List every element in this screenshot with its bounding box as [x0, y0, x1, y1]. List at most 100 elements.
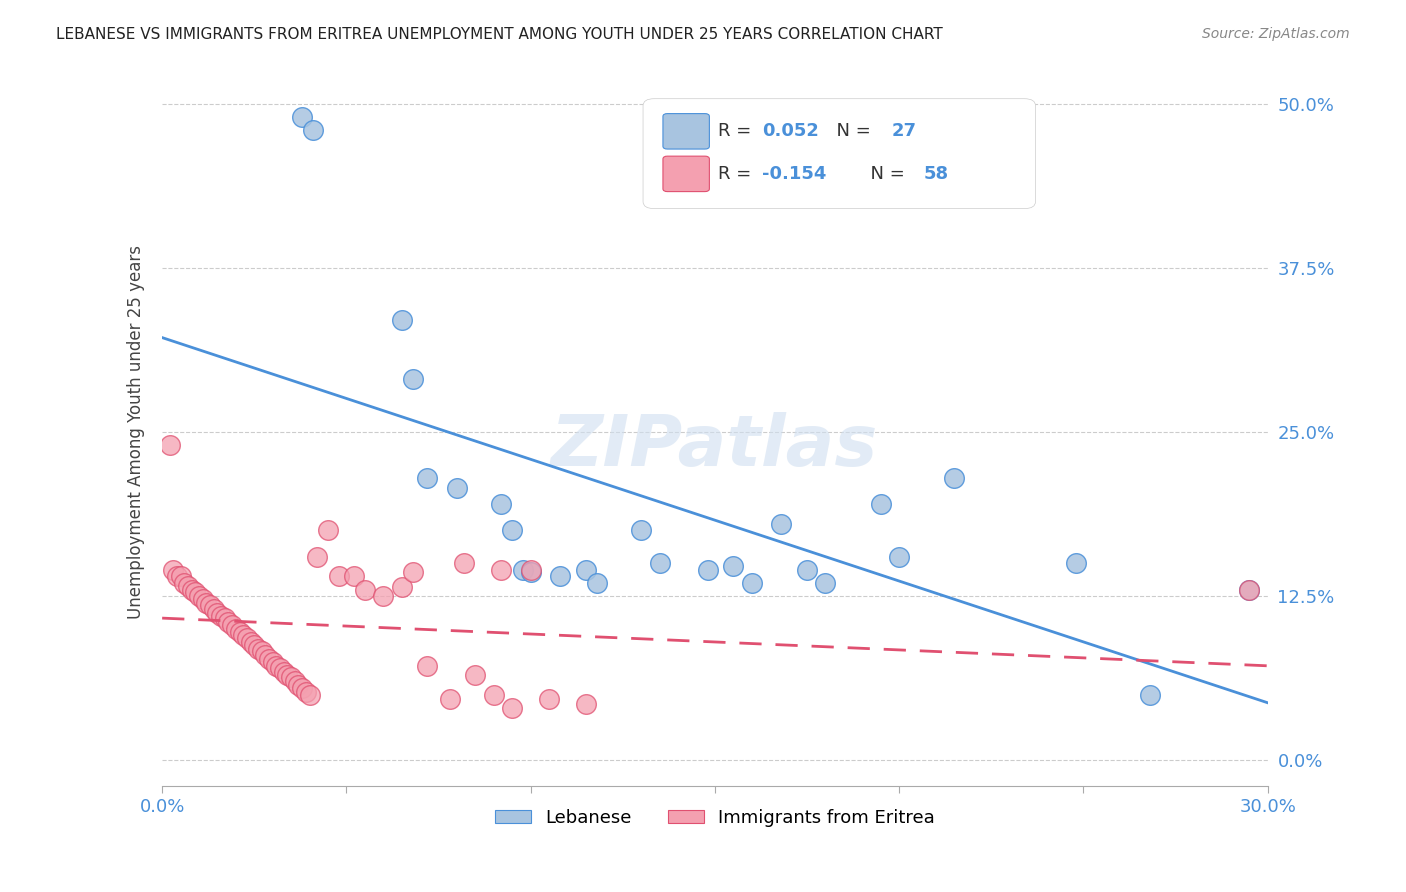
Point — [254, 648, 277, 663]
FancyBboxPatch shape — [664, 113, 710, 149]
Text: R =: R = — [718, 165, 758, 183]
Point — [648, 556, 671, 570]
Point — [236, 631, 259, 645]
Y-axis label: Unemployment Among Youth under 25 years: Unemployment Among Youth under 25 years — [128, 245, 145, 619]
Point — [162, 563, 184, 577]
Point — [416, 471, 439, 485]
Point — [177, 578, 200, 592]
Point — [489, 563, 512, 577]
Point — [889, 549, 911, 564]
Point — [402, 372, 425, 386]
Text: -0.154: -0.154 — [762, 165, 827, 183]
Point — [184, 585, 207, 599]
Point — [1239, 582, 1261, 597]
Point — [328, 569, 350, 583]
Text: R =: R = — [718, 122, 758, 140]
Point — [225, 622, 247, 636]
Point — [273, 665, 295, 680]
Point — [214, 611, 236, 625]
Point — [228, 624, 250, 639]
Point — [188, 589, 211, 603]
Point — [302, 123, 325, 137]
Point — [1139, 688, 1161, 702]
Point — [291, 110, 314, 124]
Point — [173, 576, 195, 591]
Point — [305, 549, 328, 564]
Point — [391, 580, 413, 594]
Point — [287, 678, 309, 692]
Point — [373, 589, 395, 603]
Point — [169, 569, 191, 583]
Point — [284, 674, 307, 689]
Point — [538, 691, 561, 706]
Point — [250, 644, 273, 658]
Point — [243, 638, 266, 652]
Point — [343, 569, 366, 583]
Point — [770, 516, 793, 531]
Point — [180, 582, 202, 597]
Point — [353, 582, 375, 597]
Text: N =: N = — [859, 165, 910, 183]
Point — [575, 697, 598, 711]
Point — [266, 658, 288, 673]
Point — [191, 591, 214, 606]
Point — [276, 668, 298, 682]
Point — [1064, 556, 1087, 570]
Point — [943, 471, 966, 485]
Point — [489, 497, 512, 511]
Point — [280, 671, 302, 685]
Point — [257, 652, 280, 666]
Point — [262, 655, 284, 669]
Point — [464, 668, 486, 682]
Point — [291, 681, 314, 695]
Point — [269, 661, 291, 675]
Point — [512, 563, 534, 577]
Point — [869, 497, 891, 511]
Point — [195, 596, 218, 610]
Point — [246, 641, 269, 656]
Point — [207, 606, 229, 620]
Text: 58: 58 — [924, 165, 949, 183]
Point — [519, 563, 541, 577]
Legend: Lebanese, Immigrants from Eritrea: Lebanese, Immigrants from Eritrea — [488, 802, 942, 834]
Point — [159, 438, 181, 452]
Point — [202, 602, 225, 616]
Point — [209, 608, 232, 623]
Point — [723, 558, 745, 573]
Point — [232, 628, 254, 642]
Point — [218, 615, 240, 630]
Point — [575, 563, 598, 577]
Point — [295, 685, 318, 699]
Point — [298, 688, 321, 702]
Text: N =: N = — [825, 122, 877, 140]
Point — [453, 556, 475, 570]
Point — [239, 635, 262, 649]
Point — [221, 618, 243, 632]
Point — [630, 524, 652, 538]
Text: 0.052: 0.052 — [762, 122, 820, 140]
Point — [402, 566, 425, 580]
Point — [316, 524, 339, 538]
Point — [446, 482, 468, 496]
Point — [741, 576, 763, 591]
Point — [696, 563, 718, 577]
Point — [814, 576, 837, 591]
FancyBboxPatch shape — [664, 156, 710, 192]
Point — [1239, 582, 1261, 597]
Point — [482, 688, 505, 702]
Text: 27: 27 — [891, 122, 917, 140]
Point — [198, 599, 221, 613]
Text: Source: ZipAtlas.com: Source: ZipAtlas.com — [1202, 27, 1350, 41]
Point — [501, 700, 523, 714]
Point — [439, 691, 461, 706]
Point — [796, 563, 818, 577]
Point — [391, 313, 413, 327]
Text: ZIPatlas: ZIPatlas — [551, 411, 879, 481]
FancyBboxPatch shape — [643, 99, 1035, 209]
Point — [519, 566, 541, 580]
Text: LEBANESE VS IMMIGRANTS FROM ERITREA UNEMPLOYMENT AMONG YOUTH UNDER 25 YEARS CORR: LEBANESE VS IMMIGRANTS FROM ERITREA UNEM… — [56, 27, 943, 42]
Point — [548, 569, 571, 583]
Point — [166, 569, 188, 583]
Point — [501, 524, 523, 538]
Point — [586, 576, 609, 591]
